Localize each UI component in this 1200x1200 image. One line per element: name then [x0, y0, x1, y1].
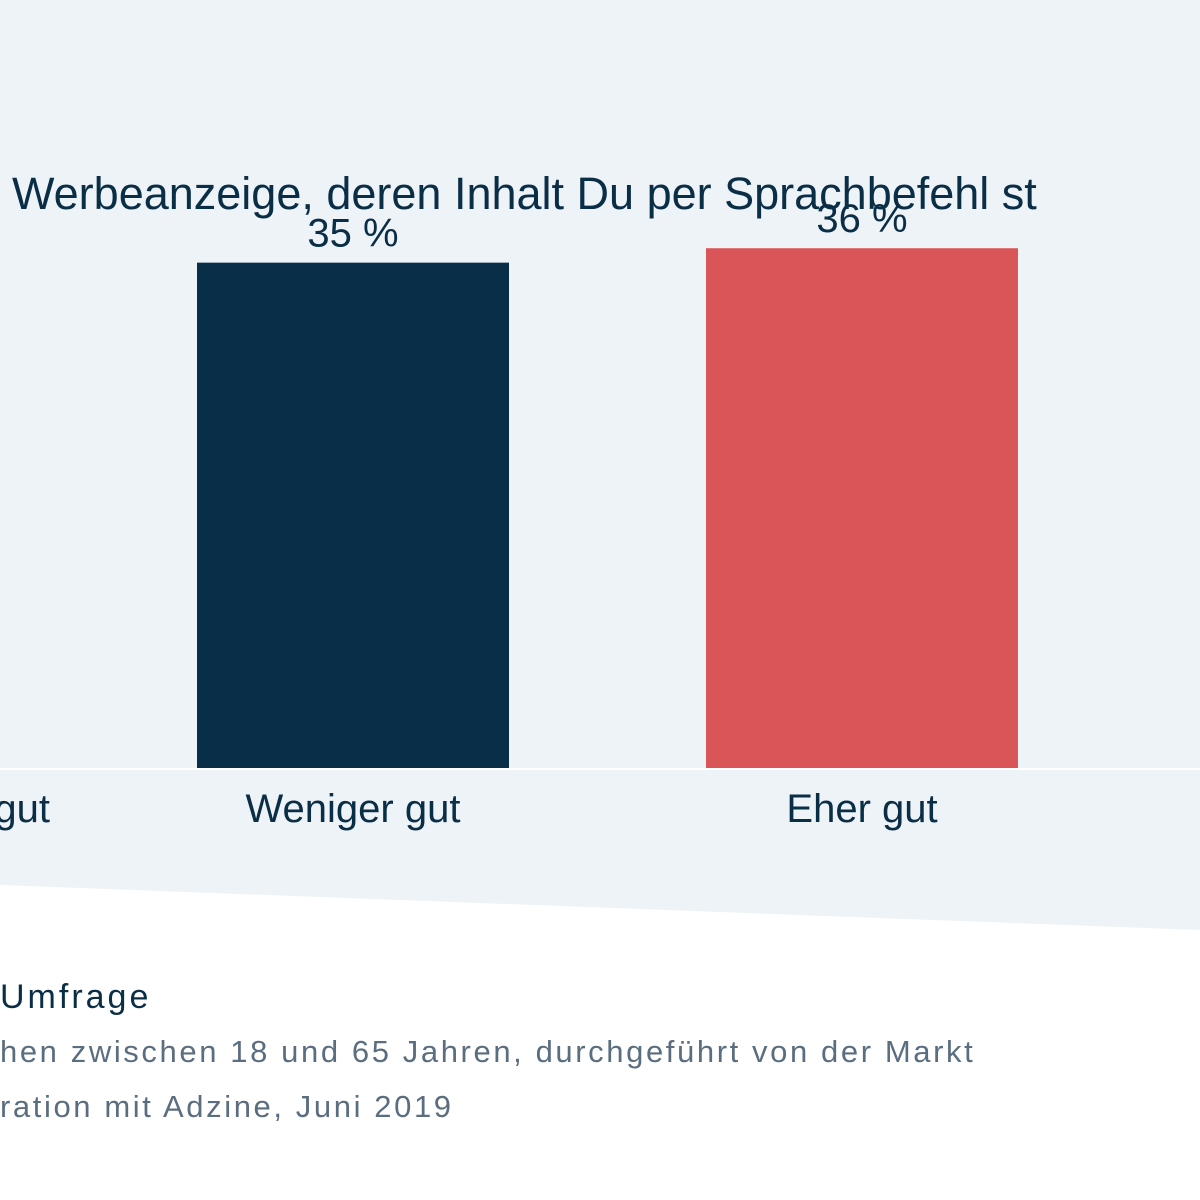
category-label: Eher gut — [786, 787, 937, 831]
category-label: Weniger gut — [246, 787, 461, 831]
data-label: 35 % — [307, 212, 398, 256]
bar — [197, 262, 509, 768]
source-line: ration mit Adzine, Juni 2019 — [0, 1089, 454, 1124]
source-heading: Umfrage — [0, 978, 152, 1016]
bar-chart: gut 35 % Weniger gut 36 % Eher gut — [0, 197, 1018, 831]
chart-title: Werbeanzeige, deren Inhalt Du per Sprach… — [12, 168, 1037, 219]
data-label: 36 % — [816, 197, 907, 241]
category-label: gut — [0, 787, 50, 831]
source-line: hen zwischen 18 und 65 Jahren, durchgefü… — [0, 1034, 976, 1069]
bar — [706, 248, 1018, 769]
